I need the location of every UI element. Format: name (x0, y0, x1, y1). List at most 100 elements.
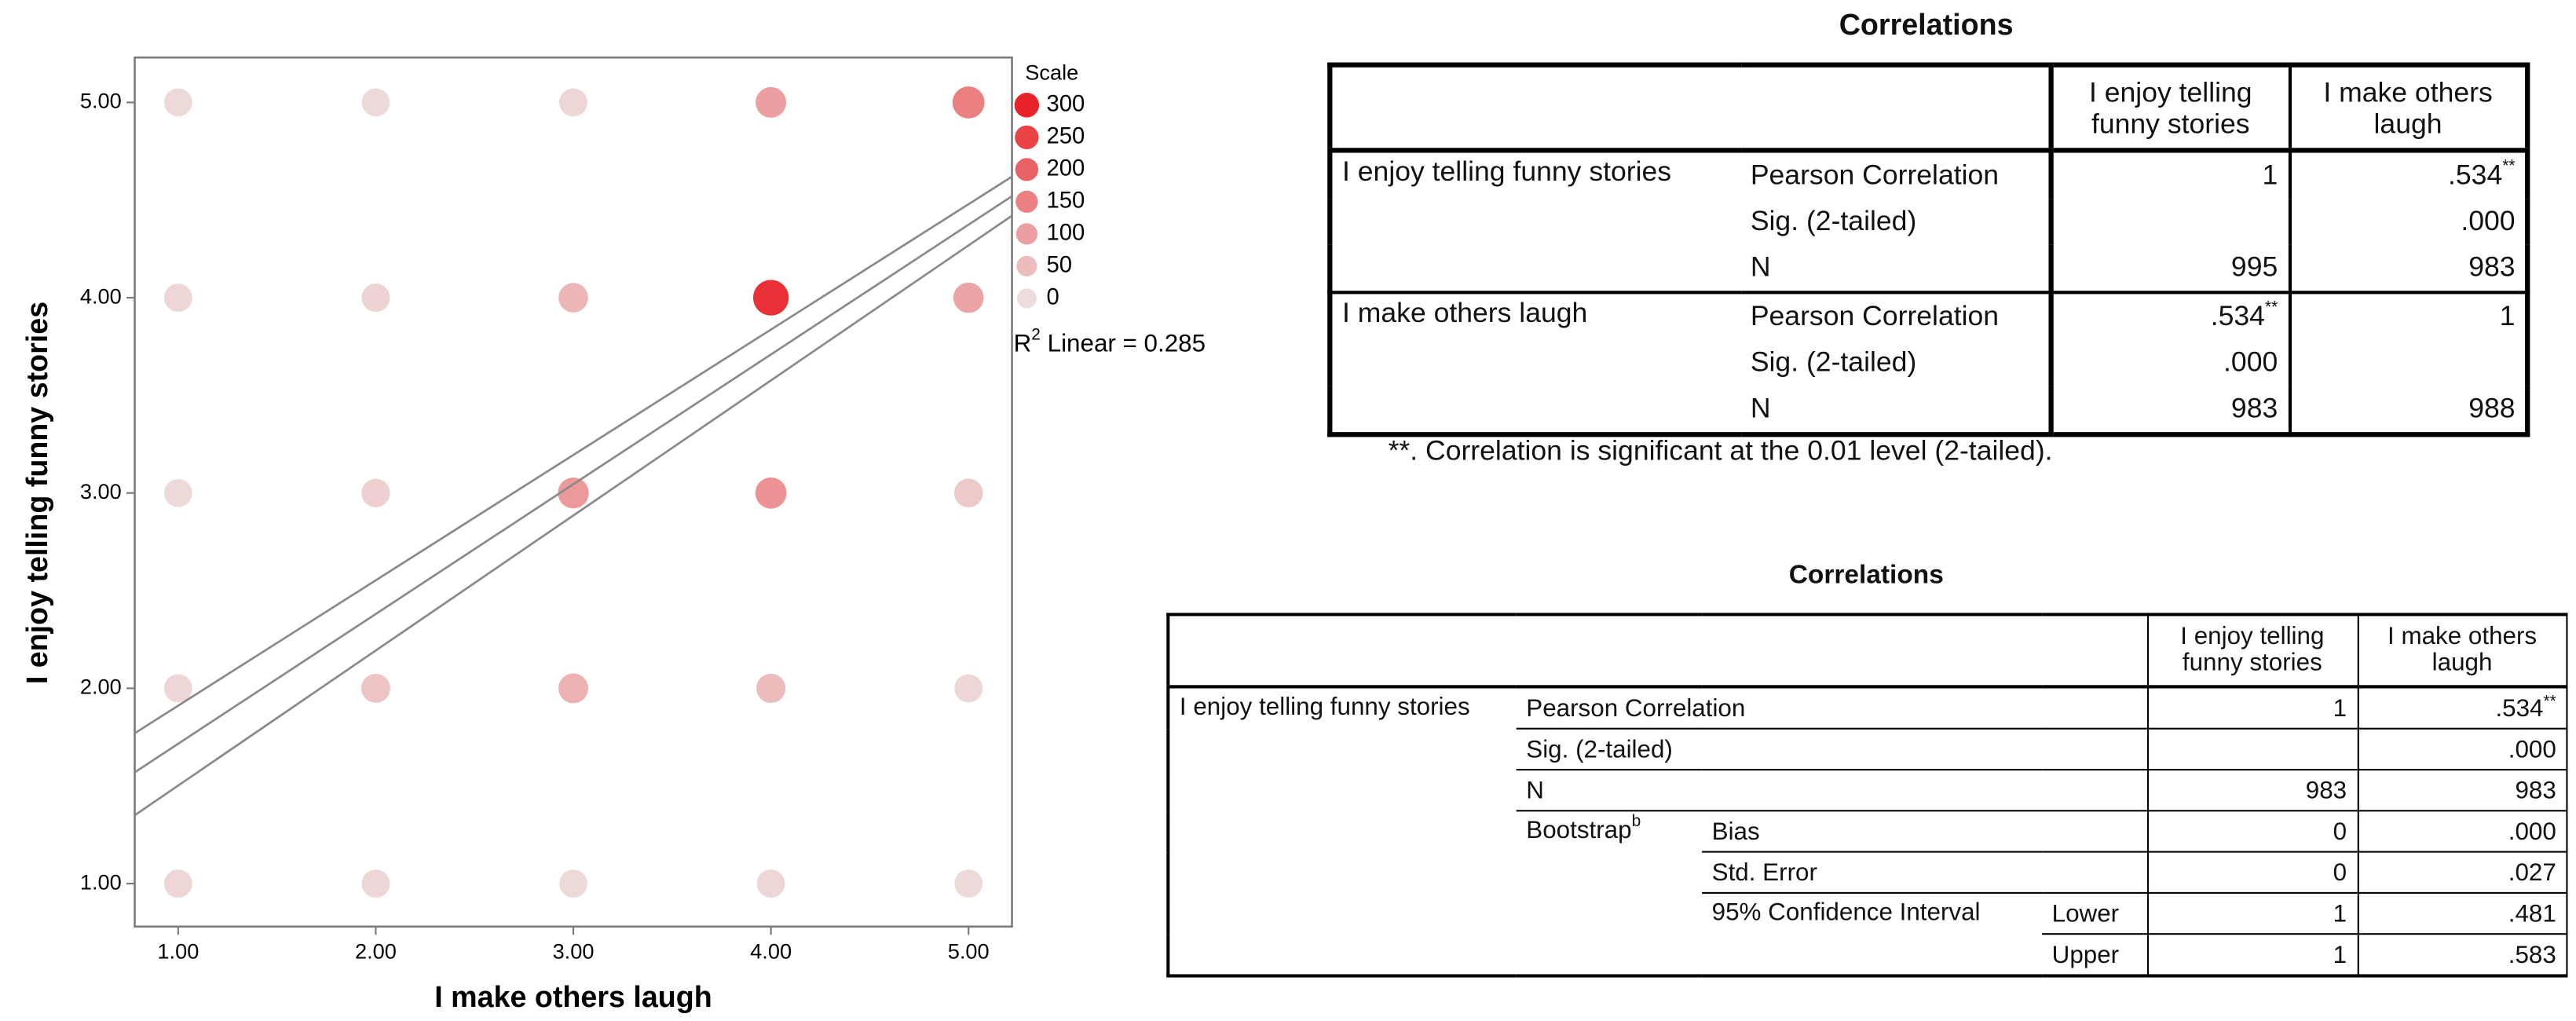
bubble (164, 478, 192, 507)
y-tick-label: 3.00 (80, 479, 122, 503)
legend-swatch (1016, 255, 1037, 276)
legend-title: Scale (1025, 60, 1078, 84)
annotation: R2 Linear = 0.285 (1014, 325, 1206, 357)
table: I enjoy telling funny stories I make othe… (1327, 62, 2530, 437)
bubble (163, 869, 192, 898)
x-tick-label: 2.00 (355, 939, 397, 963)
bubble (953, 282, 984, 313)
table-viewport: I enjoy telling funny stories I make othe… (1166, 613, 2568, 978)
legend-label: 200 (1046, 156, 1085, 181)
column-header: I enjoy telling funny stories (2048, 64, 2289, 153)
cell-sup: ** (2543, 692, 2556, 711)
cell: 988 (2287, 386, 2528, 435)
fit-line (134, 175, 1013, 734)
y-tick-label: 4.00 (80, 284, 122, 308)
chart: I make others laugh I enjoy telling funn… (20, 56, 1206, 1013)
footnote: **. Correlation is significant at the 0.… (1388, 435, 2053, 467)
stat-label: Sig. (2-tailed) (1750, 205, 1917, 237)
column-header: I make others laugh (2356, 614, 2568, 689)
bubble (558, 673, 589, 704)
bubble (755, 477, 787, 509)
label-text: Bootstrap (1526, 816, 1632, 845)
cell (2146, 727, 2358, 770)
x-tick-label: 5.00 (948, 939, 990, 963)
legend-label: 0 (1046, 284, 1059, 310)
row-group-label: I enjoy telling funny stories (1342, 156, 1672, 188)
bubble (163, 674, 192, 703)
x-axis-title: I make others laugh (434, 980, 712, 1013)
bubble (164, 88, 192, 117)
cell: 1 (2146, 933, 2358, 976)
cell: .000 (2356, 727, 2568, 770)
stat-label: Pearson Correlation (1750, 159, 2000, 191)
row-group-label: I enjoy telling funny stories (1179, 693, 1470, 722)
cell: .000 (2048, 340, 2289, 386)
bubble (360, 673, 390, 703)
y-axis-title: I enjoy telling funny stories (20, 302, 53, 684)
bubble (361, 284, 390, 313)
bubble (756, 86, 787, 118)
fit-line (134, 195, 1013, 774)
cell: .534** (2048, 291, 2289, 341)
stat-label: Sig. (2-tailed) (1516, 727, 2147, 770)
row-group-label: I make others laugh (1330, 291, 1741, 435)
bubble (559, 869, 587, 898)
bubble (558, 283, 588, 313)
bubble (952, 86, 985, 119)
table: I enjoy telling funny stories I make othe… (1166, 613, 2568, 978)
stat-label: N (1750, 392, 1771, 424)
stat-label: Pearson Correlation (1740, 291, 2051, 341)
bubble (752, 280, 789, 316)
cell: .534** (2287, 150, 2528, 199)
bubble (163, 284, 192, 313)
cell: .000 (2356, 810, 2568, 852)
stat-label: N (1750, 251, 1771, 283)
annotation-sup: 2 (1031, 325, 1041, 343)
cell: .534** (2356, 686, 2568, 729)
bubble (756, 673, 786, 704)
legend-label: 300 (1046, 91, 1085, 117)
stat-label: Upper (2042, 933, 2147, 976)
annotation-text: Linear = 0.285 (1041, 330, 1206, 357)
x-tick-label: 1.00 (157, 939, 199, 963)
legend-swatch (1014, 93, 1040, 118)
bubble (954, 869, 983, 898)
legend-swatch (1015, 190, 1038, 213)
cell (2287, 340, 2528, 386)
column-header: I make others laugh (2287, 64, 2528, 153)
cell-value: .534 (2448, 159, 2503, 191)
legend-swatch (1015, 158, 1039, 181)
cell: 983 (2146, 768, 2358, 811)
x-tick-label: 3.00 (553, 939, 595, 963)
cell: 983 (2356, 768, 2568, 811)
table-title: Correlations (1788, 562, 1944, 590)
bubble (559, 88, 587, 117)
cell: 0 (2146, 810, 2358, 852)
cell: 1 (2048, 150, 2289, 199)
stat-label: Pearson Correlation (1526, 693, 1746, 723)
legend-swatch (1015, 125, 1039, 150)
cell-value: .534 (2495, 693, 2544, 723)
y-tick-label: 5.00 (80, 89, 122, 113)
bubble (953, 478, 983, 508)
cell-sup: ** (2264, 298, 2278, 317)
stat-label: N (1516, 768, 2147, 811)
cell: .000 (2287, 199, 2528, 245)
x-tick-label: 4.00 (750, 939, 792, 963)
cell (2048, 199, 2289, 245)
legend-label: 250 (1046, 123, 1085, 149)
bubble (361, 869, 390, 898)
y-tick-label: 2.00 (80, 675, 122, 699)
legend-label: 150 (1046, 188, 1085, 214)
label-sup: b (1631, 813, 1641, 832)
legend-swatch (1015, 223, 1037, 245)
fit-line (134, 214, 1013, 817)
cell-sup: ** (2502, 157, 2516, 176)
table-title: Correlations (1839, 8, 2014, 42)
cell: .027 (2356, 851, 2568, 893)
stat-label: Bias (1702, 810, 2147, 852)
column-header: I enjoy telling funny stories (2146, 614, 2358, 689)
cell: 1 (2146, 686, 2358, 729)
